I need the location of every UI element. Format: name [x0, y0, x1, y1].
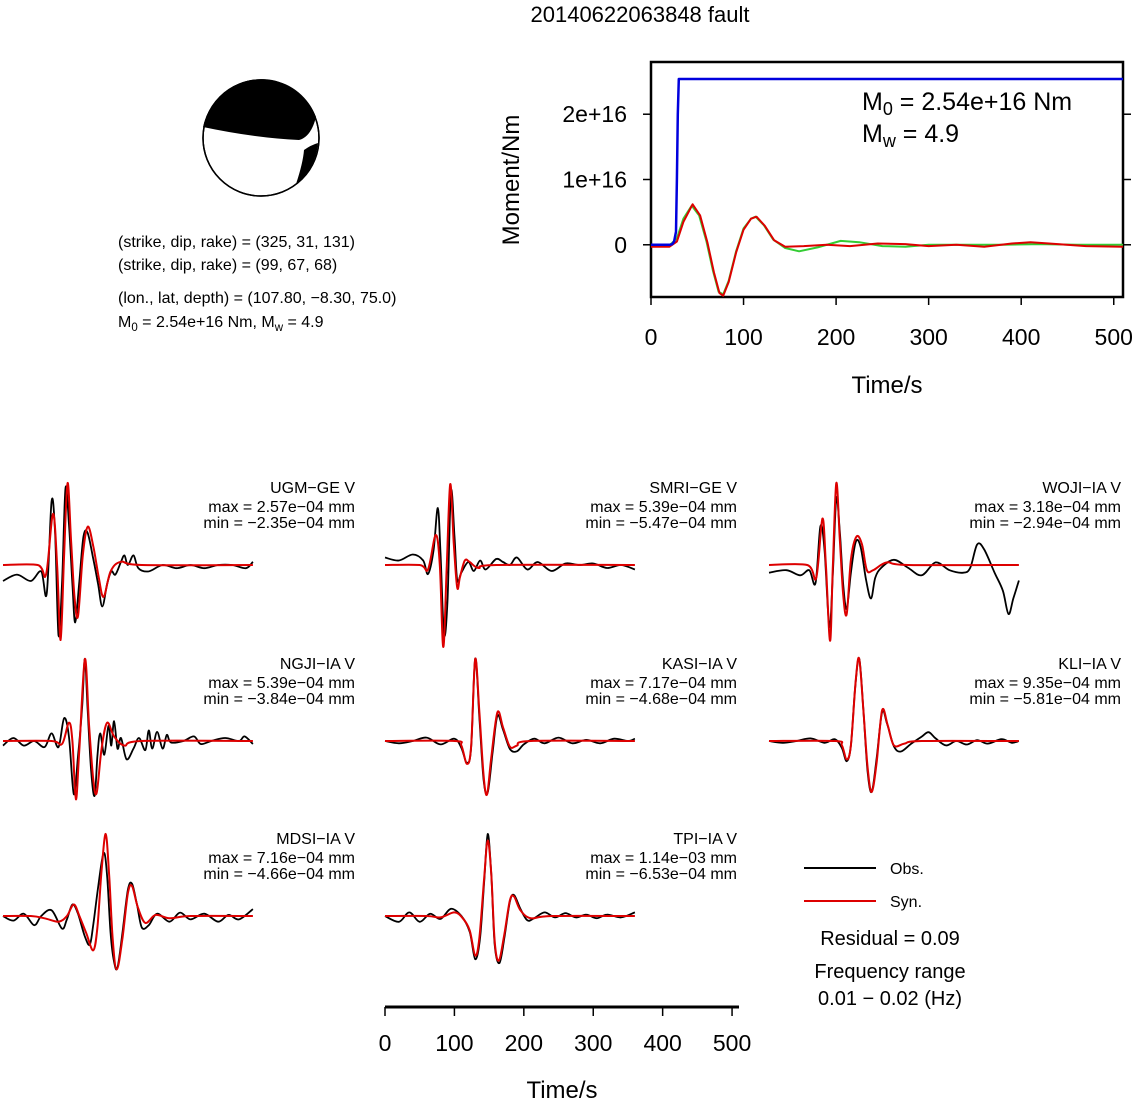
moment-y-tick-label: 1e+16 [562, 167, 627, 193]
waveform-x-label: Time/s [526, 1077, 597, 1103]
station-min-text: min = −2.35e−04 mm [203, 515, 355, 532]
waveform-x-tick-label: 500 [713, 1030, 751, 1056]
station-max-text: max = 7.17e−04 mm [590, 675, 737, 692]
m0-annotation: M0 = 2.54e+16 Nm [862, 88, 1072, 119]
synthetic-trace [384, 483, 635, 648]
synthetic-trace [768, 481, 1019, 642]
moment-label: M0 = 2.54e+16 Nm, Mw = 4.9 [118, 314, 324, 334]
waveform-time-axis: Time/s 0 100 200 300 400 500 [379, 1005, 751, 1103]
moment-series-line [651, 77, 1123, 247]
waveform-x-tick-label: 400 [643, 1030, 681, 1056]
residual-text: Residual = 0.09 [820, 928, 960, 950]
moment-y-tick-label: 2e+16 [562, 101, 627, 127]
station-min-text: min = −3.84e−04 mm [203, 691, 355, 708]
synthetic-trace [384, 657, 635, 797]
station-label-text: KLI−IA V [1058, 656, 1121, 673]
station-min-text: min = −4.66e−04 mm [203, 866, 355, 883]
synthetic-trace [2, 832, 253, 971]
moment-x-tick-label: 500 [1095, 324, 1133, 350]
moment-y-ticks: 0 1e+16 2e+16 [562, 101, 1131, 258]
station-max-text: max = 2.57e−04 mm [208, 499, 355, 516]
figure-title: 20140622063848 fault [531, 2, 750, 27]
station-min-text: min = −6.53e−04 mm [585, 866, 737, 883]
legend-syn-label: Syn. [890, 894, 922, 911]
station-label-text: WOJI−IA V [1042, 480, 1121, 497]
station-label-text: TPI−IA V [673, 831, 737, 848]
moment-x-tick-label: 400 [1002, 324, 1040, 350]
station-label-text: SMRI−GE V [649, 480, 737, 497]
station-max-text: max = 9.35e−04 mm [974, 675, 1121, 692]
station-min-text: min = −2.94e−04 mm [969, 515, 1121, 532]
station-min-text: min = −4.68e−04 mm [585, 691, 737, 708]
stf_fit-series-line [650, 204, 1123, 296]
station-label-text: MDSI−IA V [276, 831, 355, 848]
synthetic-trace [2, 481, 253, 642]
moment-x-ticks: 0 100 200 300 400 500 [645, 297, 1133, 350]
synthetic-trace [2, 657, 253, 801]
waveform-x-tick-label: 100 [435, 1030, 473, 1056]
frequency-value: 0.01 − 0.02 (Hz) [818, 988, 962, 1010]
station-label-text: NGJI−IA V [280, 656, 355, 673]
moment-rate-panel: 0 100 200 300 400 500 0 1e+16 2e+16 Time/s Mome… [498, 60, 1133, 399]
moment-y-label: Moment/Nm [498, 115, 525, 246]
synthetic-trace [768, 656, 1019, 794]
moment-x-tick-label: 300 [909, 324, 947, 350]
legend-obs-label: Obs. [890, 861, 924, 878]
synthetic-trace [384, 839, 635, 962]
legend: Obs. Syn. Residual = 0.09 Frequency rang… [804, 861, 966, 1010]
observed-trace [768, 495, 1020, 628]
waveform-x-tick-label: 0 [379, 1030, 392, 1056]
station-max-text: max = 7.16e−04 mm [208, 850, 355, 867]
waveform-x-tick-label: 300 [574, 1030, 612, 1056]
beachball [202, 79, 320, 197]
observed-trace [384, 488, 636, 637]
station-min-text: min = −5.47e−04 mm [585, 515, 737, 532]
station-min-text: min = −5.81e−04 mm [969, 691, 1121, 708]
plane1-label: (strike, dip, rake) = (325, 31, 131) [118, 234, 355, 251]
station-label-text: KASI−IA V [662, 656, 737, 673]
location-label: (lon., lat, depth) = (107.80, −8.30, 75.… [118, 290, 396, 307]
station-max-text: max = 3.18e−04 mm [974, 499, 1121, 516]
stf-series-line [651, 203, 1124, 297]
station-max-text: max = 5.39e−04 mm [590, 499, 737, 516]
moment-x-label: Time/s [851, 372, 922, 399]
beachball-compression-sliver [296, 143, 318, 184]
observed-trace [384, 833, 636, 965]
station-max-text: max = 1.14e−03 mm [590, 850, 737, 867]
moment-series-group [650, 77, 1124, 297]
waveform-x-tick-label: 200 [505, 1030, 543, 1056]
station-max-text: max = 5.39e−04 mm [208, 675, 355, 692]
frequency-label: Frequency range [814, 961, 965, 983]
mw-annotation: Mw = 4.9 [862, 120, 959, 151]
moment-x-tick-label: 0 [645, 324, 658, 350]
station-label-text: UGM−GE V [270, 480, 355, 497]
plane2-label: (strike, dip, rake) = (99, 67, 68) [118, 257, 337, 274]
beachball-compression-quadrant [203, 79, 316, 140]
moment-y-tick-label: 0 [614, 232, 627, 258]
moment-x-tick-label: 200 [817, 324, 855, 350]
moment-x-tick-label: 100 [724, 324, 762, 350]
